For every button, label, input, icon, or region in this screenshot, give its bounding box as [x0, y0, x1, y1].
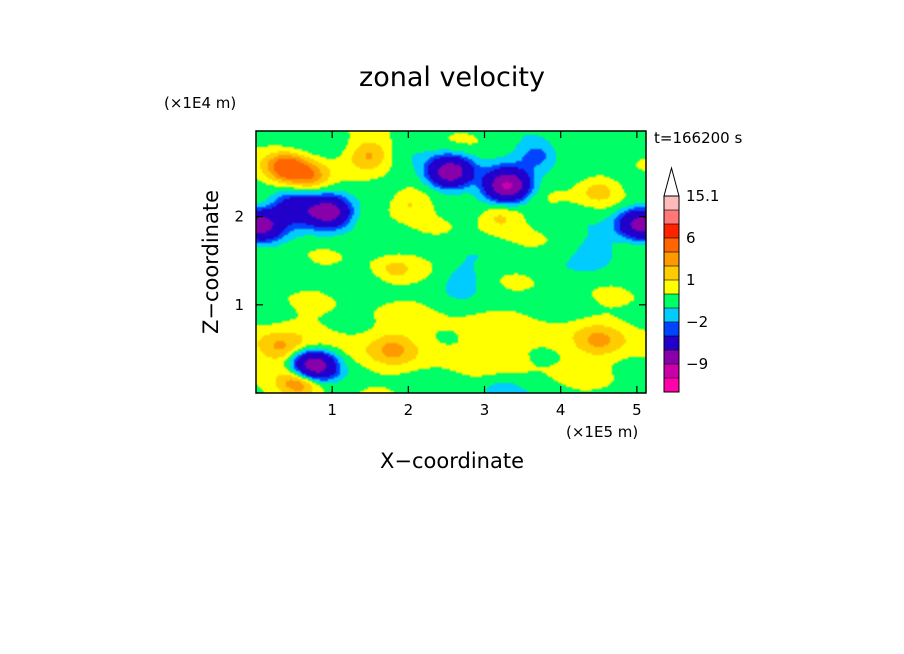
colorbar-label-0: 15.1: [686, 187, 719, 205]
colorbar-band-0: [664, 378, 679, 392]
colorbar-band-11: [664, 224, 679, 238]
colorbar-band-13: [664, 196, 679, 210]
colorbar-band-7: [664, 280, 679, 294]
x-tick-label-1: 2: [404, 401, 414, 419]
chart-title: zonal velocity: [359, 62, 545, 93]
plot-frame: [255, 130, 647, 394]
plot-area: [256, 131, 646, 393]
colorbar-band-4: [664, 322, 679, 336]
y-axis: 12: [234, 208, 646, 314]
colorbar: 15.1 6 1 −2 −9: [663, 166, 719, 393]
colorbar-band-8: [664, 266, 679, 280]
x-tick-label-2: 3: [480, 401, 490, 419]
y-tick-label-0: 1: [234, 296, 244, 314]
y-axis-label: Z−coordinate: [199, 190, 223, 334]
x-unit-label: (×1E5 m): [566, 423, 638, 441]
x-axis: 1 2 3 4 5: [327, 131, 642, 419]
colorbar-label-2: 1: [686, 271, 696, 289]
colorbar-label-1: 6: [686, 229, 696, 247]
colorbar-band-3: [664, 336, 679, 350]
colorbar-band-12: [664, 210, 679, 224]
y-unit-label: (×1E4 m): [164, 94, 236, 112]
x-tick-label-3: 4: [556, 401, 566, 419]
time-label: t=166200 s: [654, 129, 742, 147]
colorbar-band-6: [664, 294, 679, 308]
colorbar-band-2: [664, 350, 679, 364]
x-axis-label: X−coordinate: [380, 449, 524, 473]
heatmap-field: [256, 131, 646, 393]
colorbar-extend-max: [663, 166, 680, 197]
colorbar-band-5: [664, 308, 679, 322]
colorbar-band-10: [664, 238, 679, 252]
colorbar-band-9: [664, 252, 679, 266]
colorbar-label-4: −9: [686, 355, 708, 373]
x-tick-label-0: 1: [327, 401, 337, 419]
colorbar-label-3: −2: [686, 313, 708, 331]
colorbar-band-1: [664, 364, 679, 378]
x-tick-label-4: 5: [632, 401, 642, 419]
y-tick-label-1: 2: [234, 208, 244, 226]
